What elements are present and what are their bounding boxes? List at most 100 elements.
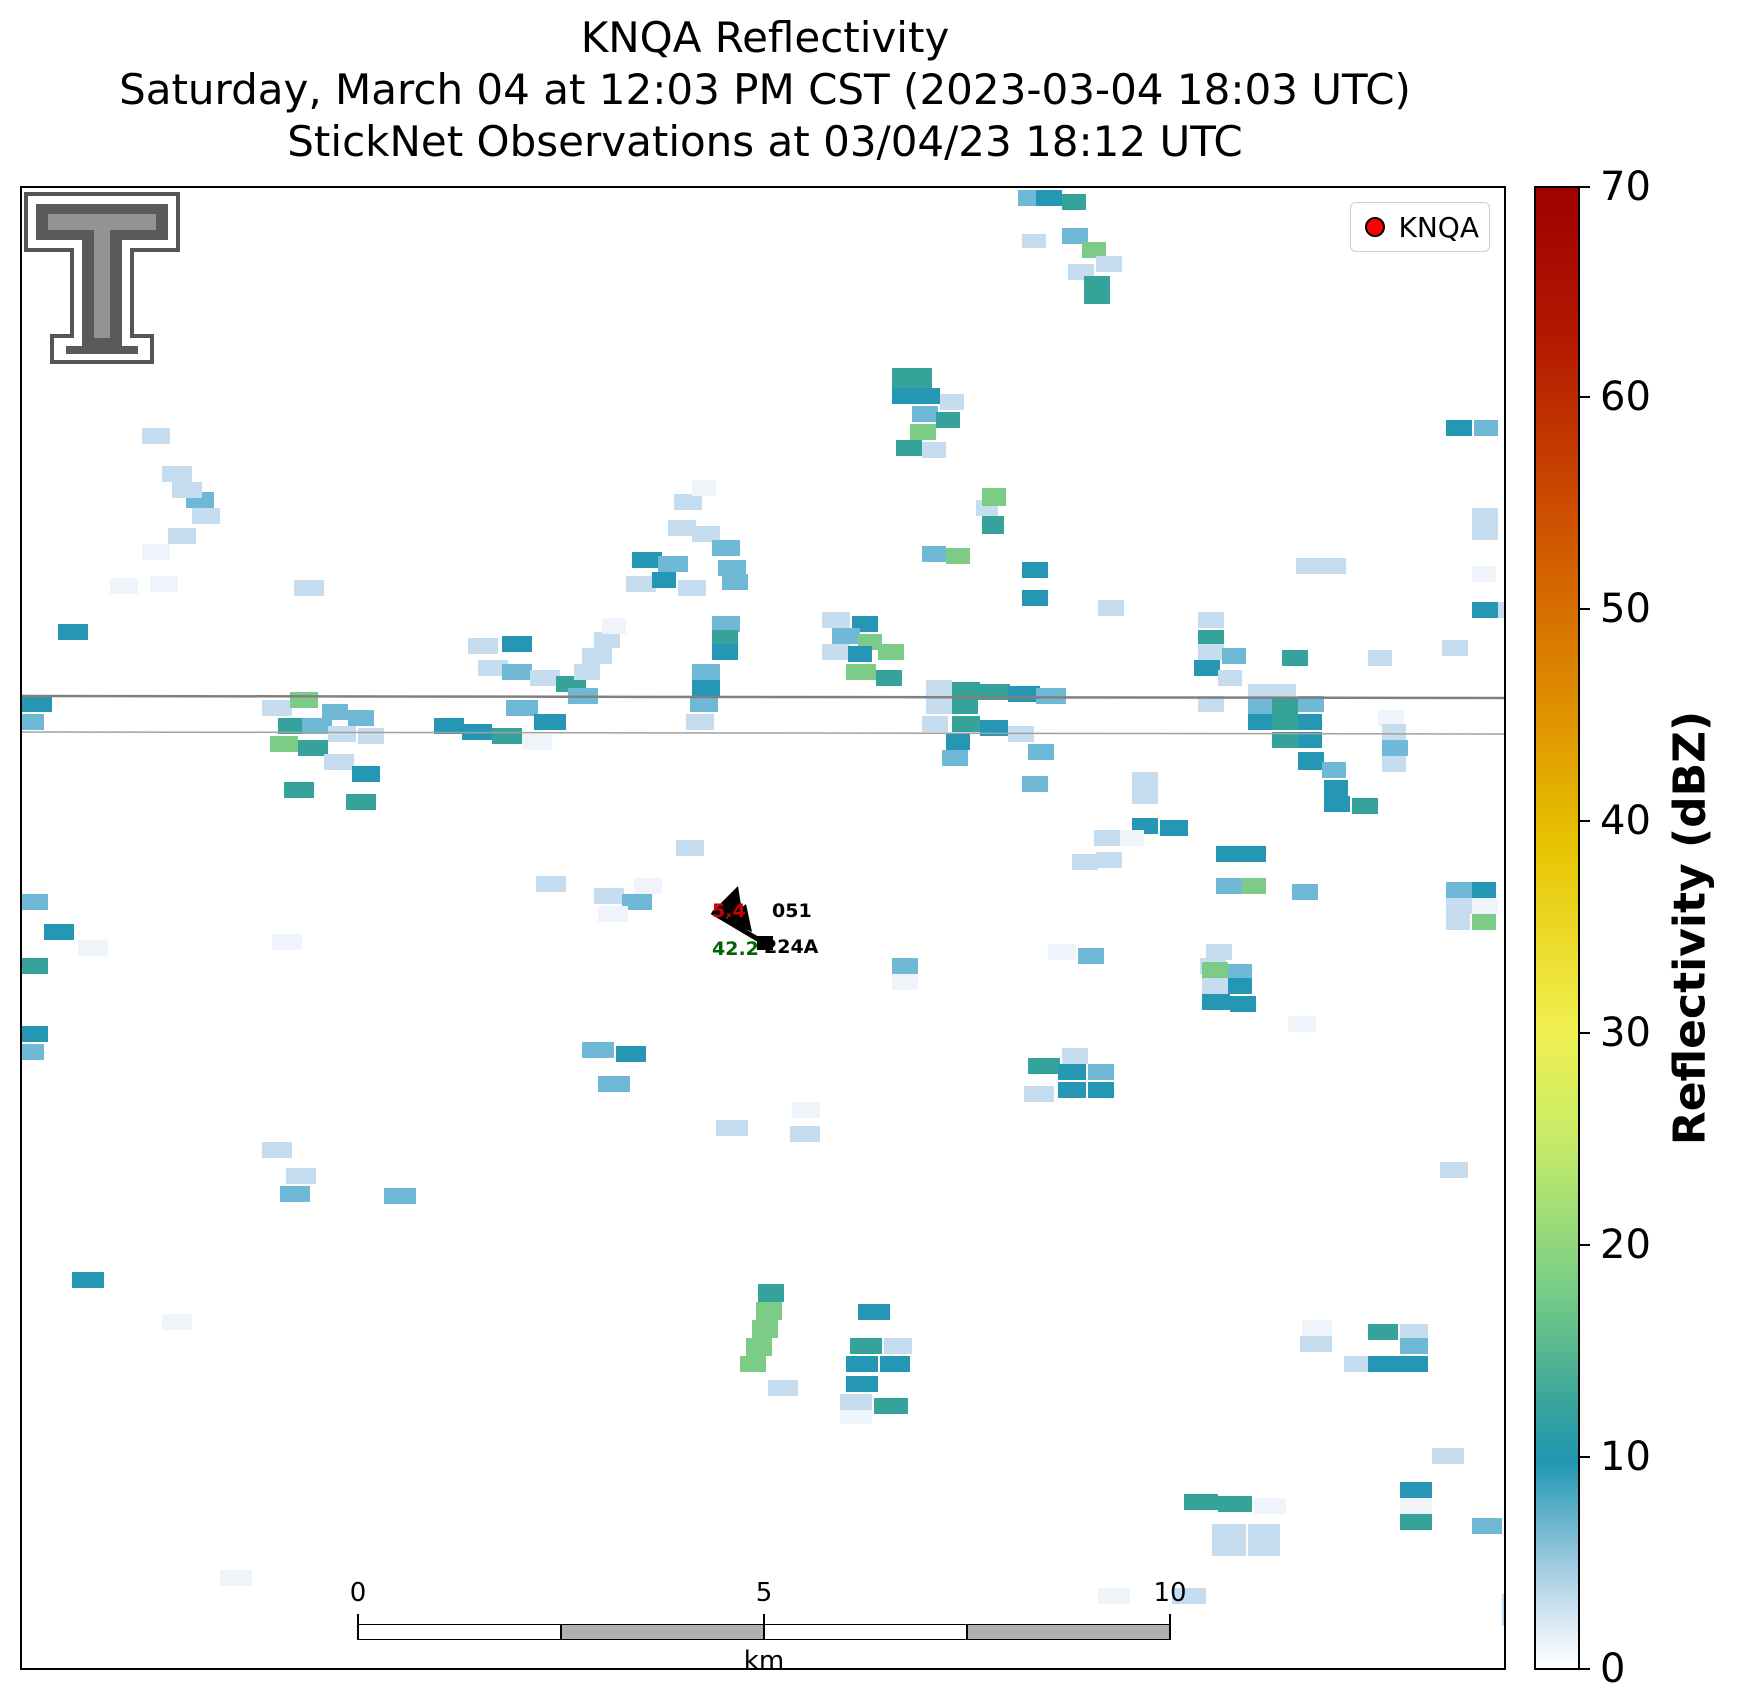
reflectivity-cell [634, 878, 662, 894]
reflectivity-cell [874, 1398, 908, 1414]
reflectivity-cell [1248, 1524, 1280, 1540]
reflectivity-cell [168, 528, 196, 544]
reflectivity-cell [896, 440, 922, 456]
reflectivity-cell [952, 698, 978, 714]
reflectivity-cell [346, 794, 376, 810]
colorbar-label-30: 30 [1600, 1010, 1651, 1056]
colorbar-label-40: 40 [1600, 798, 1651, 844]
reflectivity-cell [942, 750, 968, 766]
reflectivity-cell [1322, 558, 1346, 574]
county-line-lower [22, 731, 1504, 735]
reflectivity-cell [1368, 1324, 1398, 1340]
reflectivity-cell [1202, 978, 1228, 994]
title-line-1: KNQA Reflectivity [580, 13, 950, 62]
reflectivity-cell [1400, 1324, 1428, 1340]
reflectivity-cell [1062, 228, 1088, 244]
reflectivity-cell [946, 548, 970, 564]
reflectivity-cell [1022, 776, 1048, 792]
reflectivity-cell [594, 632, 620, 648]
reflectivity-cell [1382, 724, 1406, 740]
reflectivity-cell [1008, 686, 1040, 702]
reflectivity-cell [270, 736, 298, 752]
scale-unit: km [743, 1646, 785, 1670]
reflectivity-cell [1298, 752, 1324, 770]
reflectivity-cell [668, 520, 696, 536]
reflectivity-cell [876, 670, 902, 686]
figure-title: KNQA Reflectivity Saturday, March 04 at … [0, 12, 1530, 168]
reflectivity-cell [822, 644, 850, 660]
reflectivity-cell [1218, 670, 1242, 686]
reflectivity-cell [1184, 1494, 1218, 1510]
reflectivity-cell [1400, 1356, 1428, 1372]
reflectivity-cell [1062, 194, 1086, 210]
reflectivity-cell [1082, 242, 1106, 258]
reflectivity-cell [1446, 882, 1472, 898]
colorbar-tick-mark [1580, 396, 1590, 398]
reflectivity-cell [534, 714, 566, 730]
reflectivity-cell [1198, 644, 1224, 660]
colorbar-tick-mark [1580, 1244, 1590, 1246]
reflectivity-cell [952, 716, 980, 732]
reflectivity-cell [1036, 688, 1066, 704]
reflectivity-cell [1272, 732, 1298, 748]
reflectivity-cell [536, 876, 566, 892]
reflectivity-cell [298, 740, 328, 756]
reflectivity-cell [142, 544, 170, 560]
reflectivity-cell [1440, 1162, 1468, 1178]
reflectivity-cell [582, 1042, 614, 1058]
reflectivity-cell [22, 696, 52, 712]
reflectivity-cell [936, 412, 960, 428]
reflectivity-cell [616, 1046, 646, 1062]
reflectivity-cell [1132, 788, 1158, 804]
reflectivity-cell [286, 1168, 316, 1184]
reflectivity-cell [1198, 612, 1224, 628]
reflectivity-cell [674, 494, 702, 510]
radar-map: 5.4 051 42.2 224A KNQA 0 5 10 km [20, 186, 1506, 1670]
scale-tick-mark [357, 1614, 359, 1640]
reflectivity-cell [846, 1356, 878, 1372]
scale-segment [561, 1624, 764, 1640]
reflectivity-cell [1498, 602, 1504, 618]
reflectivity-cell [598, 1076, 630, 1092]
reflectivity-cell [632, 552, 662, 568]
reflectivity-cell [1194, 660, 1220, 676]
reflectivity-cell [712, 644, 738, 660]
reflectivity-cell [1094, 830, 1120, 846]
reflectivity-cell [44, 924, 74, 940]
station-id-bottom: 224A [764, 936, 819, 958]
reflectivity-cell [1300, 1336, 1332, 1352]
reflectivity-cell [72, 1272, 104, 1288]
reflectivity-cell [324, 754, 354, 770]
reflectivity-cell [1472, 914, 1496, 930]
radar-site-marker-icon [1364, 217, 1385, 237]
reflectivity-cell [1132, 772, 1158, 788]
reflectivity-cell [1472, 508, 1498, 524]
reflectivity-cell [506, 700, 538, 716]
reflectivity-cell [352, 766, 380, 782]
reflectivity-cell [822, 612, 850, 628]
reflectivity-cell [1432, 1448, 1464, 1464]
colorbar-tick-mark [1580, 1032, 1590, 1034]
reflectivity-cell [940, 394, 964, 410]
reflectivity-cell [522, 734, 552, 750]
title-line-2: Saturday, March 04 at 12:03 PM CST (2023… [119, 65, 1411, 114]
reflectivity-cell [846, 664, 876, 680]
reflectivity-cell [758, 1284, 784, 1302]
reflectivity-cell [1382, 756, 1406, 772]
reflectivity-cell [110, 578, 138, 594]
colorbar-tick-mark [1580, 186, 1590, 188]
reflectivity-cell [1024, 1086, 1054, 1102]
reflectivity-cell [690, 696, 718, 712]
reflectivity-cell [22, 1044, 44, 1060]
reflectivity-cell [790, 1126, 820, 1142]
title-line-3: StickNet Observations at 03/04/23 18:12 … [287, 117, 1243, 166]
reflectivity-cell [892, 368, 932, 388]
reflectivity-cell [1198, 696, 1224, 712]
wind-barb-icon [710, 886, 773, 950]
reflectivity-cell [978, 684, 1010, 700]
scale-tick-5: 5 [755, 1578, 773, 1608]
reflectivity-cell [1474, 420, 1498, 436]
reflectivity-cell [1472, 898, 1498, 914]
reflectivity-cell [716, 1120, 748, 1136]
reflectivity-cell [1028, 744, 1054, 760]
